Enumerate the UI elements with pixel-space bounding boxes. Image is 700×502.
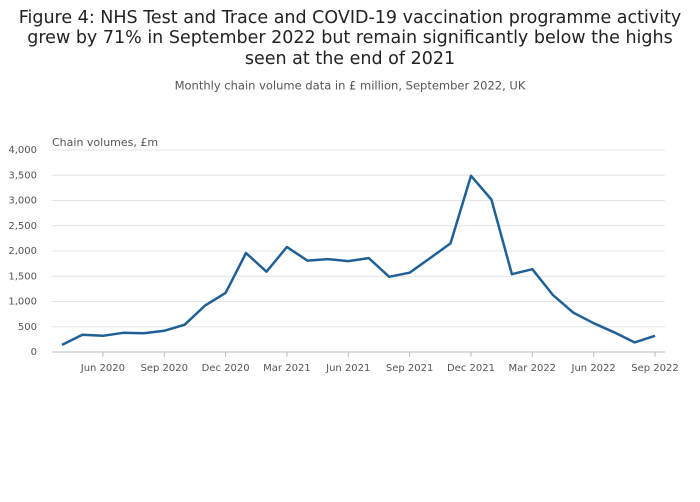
y-tick-label: 500 [18, 322, 37, 333]
chart-title: Figure 4: NHS Test and Trace and COVID-1… [19, 8, 682, 28]
y-tick-label: 1,000 [8, 297, 37, 308]
x-tick-label: Dec 2021 [447, 363, 495, 374]
x-tick-label: Sep 2022 [631, 363, 678, 374]
x-tick-label: Dec 2020 [202, 363, 250, 374]
y-tick-label: 2,500 [8, 221, 37, 232]
chart-subtitle: Monthly chain volume data in £ million, … [175, 79, 526, 93]
x-tick-label: Sep 2021 [386, 363, 433, 374]
y-axis-label: Chain volumes, £m [52, 136, 158, 149]
x-tick-label: Jun 2021 [325, 363, 370, 374]
chart-title: grew by 71% in September 2022 but remain… [27, 28, 672, 48]
y-tick-label: 0 [31, 347, 37, 358]
x-tick-label: Mar 2021 [263, 363, 311, 374]
x-tick-label: Sep 2020 [140, 363, 187, 374]
y-tick-label: 4,000 [8, 145, 37, 156]
x-tick-label: Jun 2022 [571, 363, 616, 374]
y-tick-label: 3,000 [8, 196, 37, 207]
y-tick-label: 1,500 [8, 271, 37, 282]
x-tick-label: Jun 2020 [80, 363, 125, 374]
y-tick-label: 2,000 [8, 246, 37, 257]
y-tick-label: 3,500 [8, 170, 37, 181]
x-tick-label: Mar 2022 [509, 363, 557, 374]
chart-title: seen at the end of 2021 [245, 49, 455, 69]
line-series [61, 174, 656, 347]
